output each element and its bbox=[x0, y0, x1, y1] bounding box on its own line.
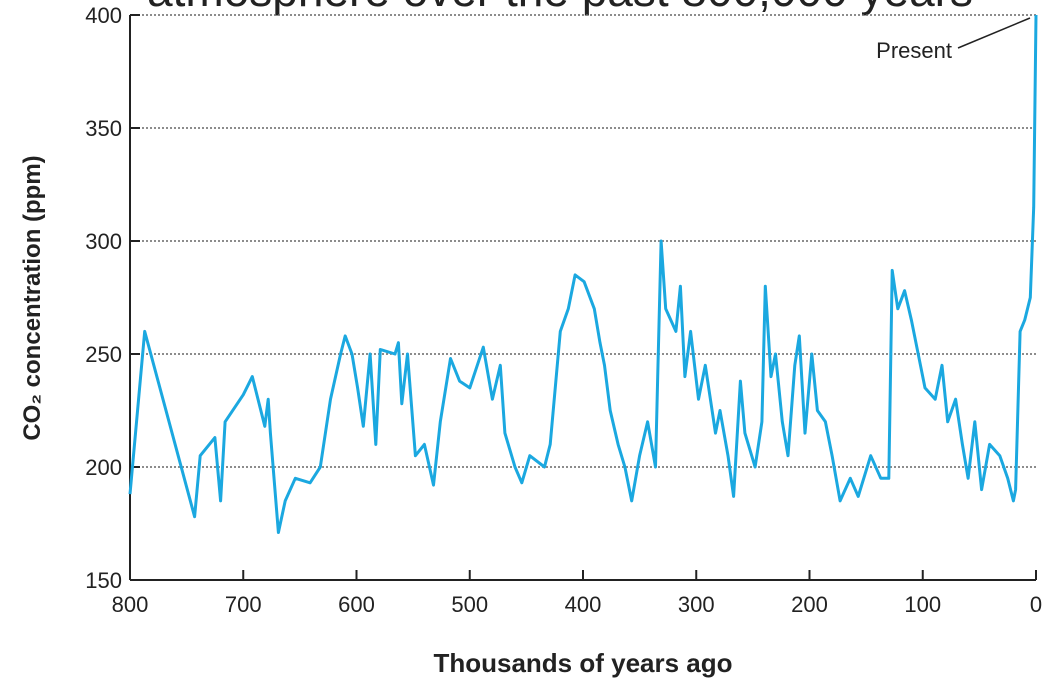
annotation: Present bbox=[876, 38, 952, 63]
x-tick-label: 200 bbox=[791, 592, 828, 617]
y-tick-label: 350 bbox=[85, 116, 122, 141]
x-tick-label: 0 bbox=[1030, 592, 1042, 617]
y-tick-label: 150 bbox=[85, 568, 122, 593]
annotation-pointer bbox=[957, 17, 1031, 49]
x-tick-label: 500 bbox=[451, 592, 488, 617]
x-tick-label: 100 bbox=[904, 592, 941, 617]
x-tick-label: 700 bbox=[225, 592, 262, 617]
x-tick-label: 300 bbox=[678, 592, 715, 617]
x-tick-label: 400 bbox=[565, 592, 602, 617]
y-tick-label: 400 bbox=[85, 3, 122, 28]
y-axis-label: CO₂ concentration (ppm) bbox=[19, 155, 46, 440]
y-tick-label: 250 bbox=[85, 342, 122, 367]
y-tick-label: 200 bbox=[85, 455, 122, 480]
y-tick-label: 300 bbox=[85, 229, 122, 254]
x-axis-label: Thousands of years ago bbox=[433, 648, 732, 678]
chart-title: atmosphere over the past 800,000 years bbox=[147, 0, 973, 16]
x-tick-label: 600 bbox=[338, 592, 375, 617]
x-tick-label: 800 bbox=[112, 592, 149, 617]
data-line bbox=[128, 14, 1038, 534]
